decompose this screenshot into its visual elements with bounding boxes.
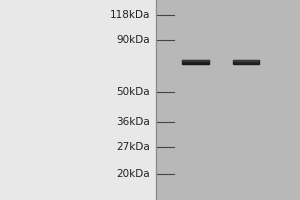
Text: 118kDa: 118kDa <box>110 10 150 20</box>
Bar <box>156 0 300 200</box>
Bar <box>233 60 259 61</box>
Bar <box>233 60 259 64</box>
Text: 90kDa: 90kDa <box>116 35 150 45</box>
Bar <box>182 60 208 64</box>
Text: 20kDa: 20kDa <box>116 169 150 179</box>
Text: 50kDa: 50kDa <box>116 87 150 97</box>
Bar <box>0 0 156 200</box>
Text: 27kDa: 27kDa <box>116 142 150 152</box>
Text: 36kDa: 36kDa <box>116 117 150 127</box>
Bar <box>182 60 208 61</box>
